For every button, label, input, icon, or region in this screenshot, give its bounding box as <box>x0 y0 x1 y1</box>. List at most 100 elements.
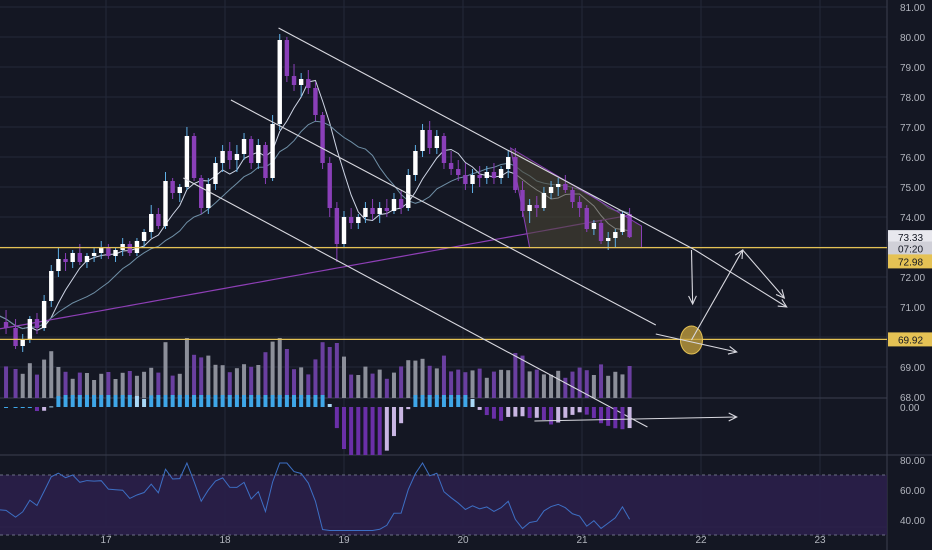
time-tick-label: 19 <box>338 535 350 546</box>
macd-bar <box>163 395 168 407</box>
volume-bar <box>549 374 554 398</box>
volume-bar <box>334 343 339 398</box>
candle-body <box>384 208 390 211</box>
candle-body <box>584 208 589 229</box>
macd-bar <box>206 395 211 407</box>
rsi-line <box>0 461 631 531</box>
candle-body <box>156 214 161 226</box>
candle-body <box>527 205 532 211</box>
volume-bar <box>584 370 589 398</box>
forecast-drop-line <box>690 249 694 305</box>
rsi-axis: 80.00 60.00 40.00 <box>900 456 925 527</box>
candle-body <box>548 187 554 193</box>
macd-bar <box>70 395 75 407</box>
macd-bar <box>370 407 375 455</box>
macd-bar <box>556 407 561 423</box>
upper-channel-extension-head <box>777 299 788 308</box>
candle-body <box>306 79 311 88</box>
macd-bar <box>599 407 604 424</box>
volume-bar <box>356 375 361 398</box>
volume-bar <box>34 374 39 398</box>
macd-bar <box>441 395 446 407</box>
candle-body <box>398 199 404 208</box>
volume-bar <box>92 380 97 398</box>
price-marker-box <box>888 230 932 245</box>
volume-bar <box>127 371 132 398</box>
candle-body <box>241 139 247 154</box>
candle-body <box>56 259 61 271</box>
candle-body <box>206 184 211 208</box>
price-tick-label: 81.00 <box>900 3 925 14</box>
time-tick-label: 23 <box>814 535 826 546</box>
channel-lines[interactable] <box>183 27 788 428</box>
volume-bar <box>20 373 25 398</box>
volume-bar <box>199 357 204 398</box>
forecast-lower-line <box>655 333 737 353</box>
volume-bar <box>70 378 75 398</box>
candle-body <box>327 163 332 208</box>
candle-body <box>298 79 304 85</box>
macd-bar <box>484 407 489 416</box>
time-tick-label: 21 <box>576 535 588 546</box>
volume-bar <box>170 375 175 398</box>
macd-bar <box>591 407 596 418</box>
macd-bar <box>270 395 275 407</box>
macd-bar <box>263 395 268 407</box>
candlesticks[interactable] <box>0 34 632 352</box>
candle-body <box>613 232 618 238</box>
volume-bar <box>534 369 539 398</box>
mid-channel-line <box>230 99 657 326</box>
price-tick-label: 79.00 <box>900 63 925 74</box>
macd-bar <box>106 395 111 407</box>
candle-body <box>320 115 325 163</box>
macd-bar <box>399 407 404 424</box>
macd-bar <box>120 395 125 407</box>
macd-bar <box>299 395 304 407</box>
macd-bar <box>477 407 482 410</box>
macd-bar <box>134 395 139 407</box>
candle-body <box>13 328 18 346</box>
macd-bar <box>63 395 68 407</box>
macd-bar <box>306 395 311 407</box>
volume-bar <box>4 366 9 398</box>
candle-body <box>591 223 597 229</box>
candle-body <box>534 205 539 208</box>
macd-bar <box>627 407 632 429</box>
volume-bar <box>256 365 261 398</box>
candle-body <box>177 187 182 193</box>
macd-bar <box>320 395 325 407</box>
candle-body <box>234 154 240 160</box>
candle-body <box>570 190 575 202</box>
candle-body <box>184 136 190 187</box>
volume-bar <box>499 369 504 398</box>
macd-bar <box>570 407 575 415</box>
candle-body <box>27 319 33 340</box>
volume-bar <box>399 366 404 398</box>
candle-body <box>484 172 489 178</box>
price-tick-label: 72.00 <box>900 273 925 284</box>
candle-body <box>498 169 504 178</box>
candle-body <box>149 214 154 232</box>
price-marker-label: 72.98 <box>898 257 923 268</box>
upper-channel-line <box>278 27 696 251</box>
volume-bar <box>491 371 496 398</box>
macd-axis: 0.00 <box>900 403 920 414</box>
volume-bar <box>420 358 425 398</box>
volume-bar <box>563 377 568 398</box>
volume-bar <box>113 379 118 398</box>
candle-body <box>106 247 111 256</box>
macd-bar <box>377 407 382 455</box>
volume-bar <box>591 375 596 398</box>
price-tick-label: 71.00 <box>900 303 925 314</box>
macd-bar <box>99 395 104 407</box>
volume-bar <box>370 373 375 398</box>
candle-body <box>41 301 47 328</box>
candle-body <box>491 172 497 178</box>
macd-bar <box>177 395 182 407</box>
volume-bar <box>49 351 54 398</box>
volume-bar <box>206 355 211 398</box>
volume-bar <box>413 360 418 398</box>
macd-bar <box>213 395 218 407</box>
volume-bar <box>391 372 396 398</box>
